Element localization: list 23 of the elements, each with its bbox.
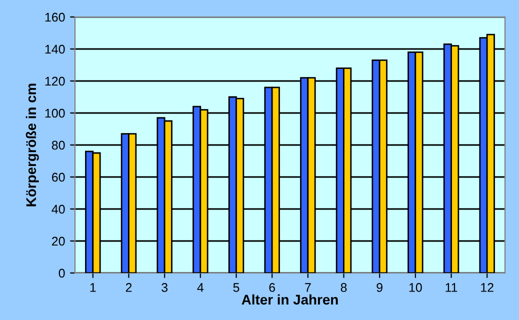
y-tick-label: 40 xyxy=(52,204,65,214)
x-tick-label: 1 xyxy=(90,283,96,292)
y-tick-label: 0 xyxy=(58,268,65,278)
x-axis-title: Alter in Jahren xyxy=(242,294,338,305)
y-axis-title: Körpergröße in cm xyxy=(26,84,39,206)
x-tick-label: 4 xyxy=(197,283,204,292)
y-tick-label: 100 xyxy=(45,108,65,118)
x-tick-label: 7 xyxy=(305,283,311,292)
x-tick-label: 12 xyxy=(481,283,494,292)
x-tick-label: 8 xyxy=(340,283,347,292)
x-tick-label: 6 xyxy=(269,283,276,292)
y-tick-label: 20 xyxy=(52,236,65,246)
y-tick-label: 120 xyxy=(45,76,65,86)
x-tick-label: 9 xyxy=(376,283,382,292)
x-tick-label: 2 xyxy=(126,283,132,292)
x-tick-label: 3 xyxy=(162,283,168,292)
x-tick-label: 10 xyxy=(409,283,422,292)
y-tick-label: 140 xyxy=(45,44,65,54)
y-tick-label: 60 xyxy=(52,172,65,182)
x-tick-label: 5 xyxy=(233,283,240,292)
y-tick-label: 160 xyxy=(45,12,65,22)
x-tick-label: 11 xyxy=(446,283,458,292)
y-tick-label: 80 xyxy=(52,140,65,150)
